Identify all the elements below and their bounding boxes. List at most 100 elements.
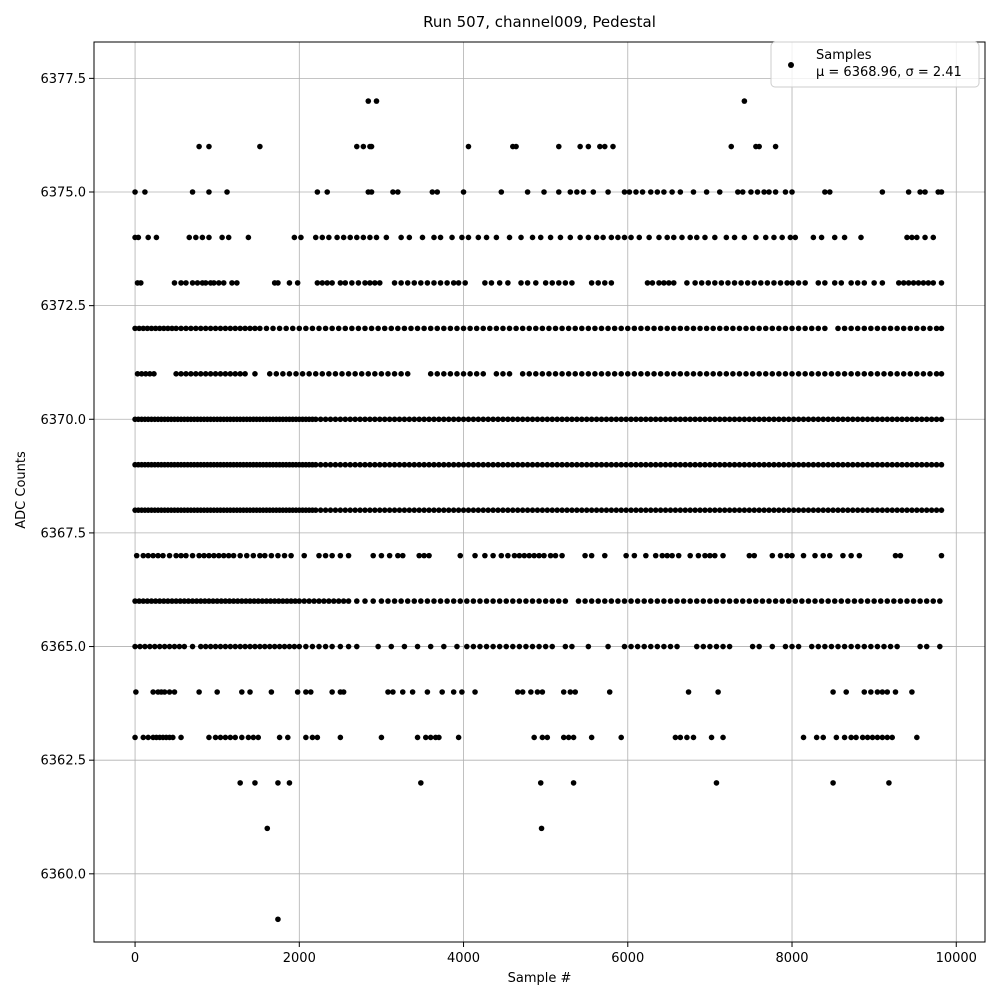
data-point	[518, 280, 524, 286]
data-point	[388, 643, 395, 650]
data-point	[559, 461, 565, 468]
data-point	[327, 416, 334, 423]
data-point	[726, 507, 733, 513]
data-point	[697, 461, 703, 468]
data-point	[776, 416, 782, 423]
data-point	[677, 461, 684, 468]
data-point	[450, 598, 457, 604]
data-point	[212, 734, 219, 741]
x-tick-label: 4000	[447, 951, 480, 966]
y-tick-label: 6377.5	[41, 72, 87, 87]
data-point	[608, 280, 615, 286]
data-point	[173, 371, 179, 377]
data-point	[337, 643, 344, 650]
data-point	[421, 416, 427, 423]
data-point	[748, 189, 754, 195]
data-point	[661, 280, 667, 286]
data-point	[923, 461, 930, 468]
data-point	[887, 325, 894, 332]
data-point	[662, 461, 669, 468]
data-point	[712, 507, 718, 513]
data-point	[818, 234, 825, 241]
data-point	[473, 325, 480, 332]
data-point	[257, 325, 263, 332]
data-point	[193, 371, 199, 377]
data-point	[450, 507, 457, 513]
data-point	[633, 416, 639, 423]
data-point	[859, 734, 866, 741]
data-point	[445, 416, 452, 423]
data-point	[465, 416, 472, 423]
data-point	[434, 189, 441, 195]
data-point	[588, 280, 595, 286]
data-point	[670, 371, 677, 377]
data-point	[592, 325, 598, 332]
data-point	[800, 552, 807, 559]
data-point	[815, 461, 822, 468]
data-point	[542, 280, 549, 286]
data-point	[652, 507, 659, 513]
data-point	[281, 552, 288, 559]
data-point	[177, 598, 184, 604]
data-point	[183, 280, 189, 286]
data-point	[652, 416, 659, 423]
data-point	[841, 734, 848, 741]
data-point	[140, 325, 147, 332]
data-point	[815, 280, 822, 286]
data-point	[672, 461, 679, 468]
data-point	[730, 371, 736, 377]
data-point	[670, 234, 677, 241]
data-point	[496, 598, 503, 604]
data-point	[647, 643, 654, 650]
data-point	[424, 689, 431, 695]
data-point	[570, 780, 577, 786]
data-point	[647, 507, 654, 513]
data-point	[777, 280, 784, 286]
data-point	[147, 643, 153, 650]
data-point	[638, 507, 644, 513]
data-point	[854, 461, 861, 468]
data-point	[390, 689, 396, 695]
data-point	[549, 416, 556, 423]
data-point	[329, 325, 335, 332]
data-point	[917, 598, 923, 604]
data-point	[835, 325, 841, 332]
data-point	[613, 461, 620, 468]
data-point	[608, 416, 615, 423]
data-point	[938, 552, 945, 559]
data-point	[633, 507, 639, 513]
data-point	[751, 416, 758, 423]
data-point	[206, 234, 212, 241]
data-point	[395, 552, 401, 559]
data-point	[756, 461, 762, 468]
data-point	[826, 189, 833, 195]
data-point	[831, 234, 838, 241]
data-point	[815, 643, 822, 650]
data-point	[736, 325, 743, 332]
data-point	[444, 598, 450, 604]
data-point	[667, 416, 674, 423]
data-point	[918, 507, 925, 513]
data-point	[646, 234, 652, 241]
data-point	[938, 507, 945, 513]
data-point	[237, 780, 243, 786]
data-point	[220, 552, 227, 559]
data-point	[518, 234, 524, 241]
data-point	[398, 598, 404, 604]
data-point	[899, 461, 905, 468]
data-point	[337, 461, 344, 468]
data-point	[854, 643, 861, 650]
data-point	[914, 461, 920, 468]
data-point	[312, 234, 319, 241]
data-point	[227, 325, 234, 332]
data-point	[197, 598, 204, 604]
data-point	[513, 143, 519, 150]
data-point	[337, 416, 344, 423]
data-point	[848, 371, 854, 377]
data-point	[830, 416, 836, 423]
data-point	[805, 598, 812, 604]
data-point	[886, 780, 892, 786]
data-point	[386, 461, 393, 468]
data-point	[178, 280, 184, 286]
data-point	[531, 734, 537, 741]
